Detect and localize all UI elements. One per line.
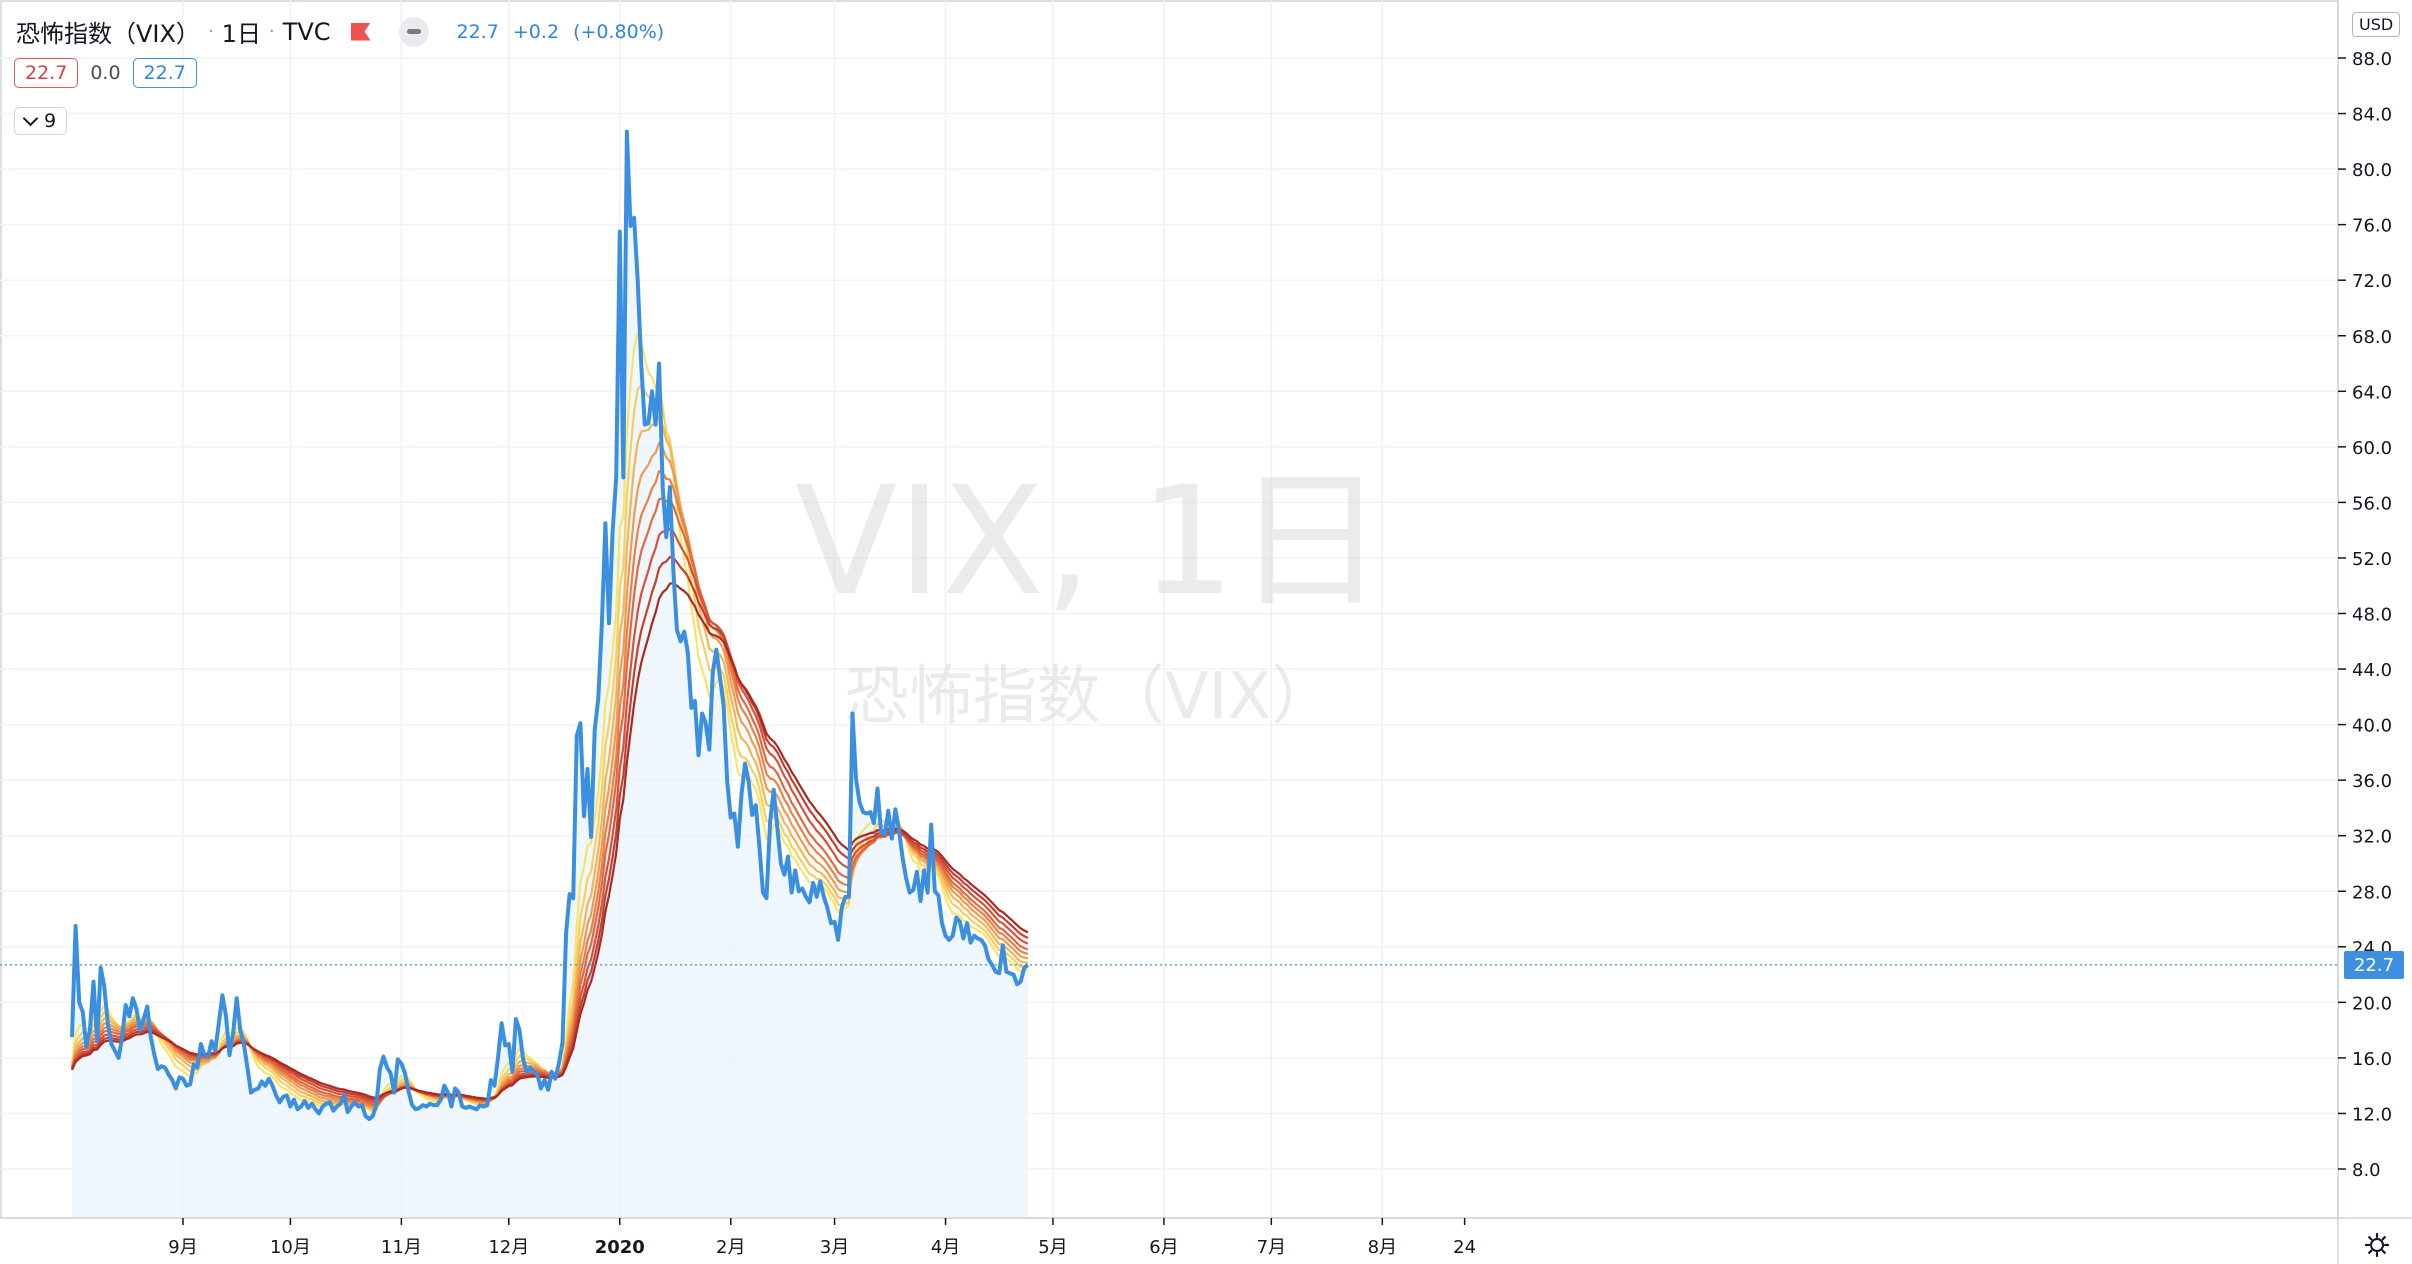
legend-separator: · [268,21,275,42]
indicators-count: 9 [44,110,57,132]
x-tick-label: 3月 [820,1237,849,1258]
y-tick-label: 64.0 [2352,382,2392,403]
x-tick-label: 2月 [716,1237,745,1258]
symbol-title[interactable]: 恐怖指数（VIX） [16,20,200,48]
vix-price-line[interactable] [70,129,1030,1121]
y-tick-label: 72.0 [2352,271,2392,292]
legend-separator: · [207,21,214,42]
gear-icon[interactable] [2364,1232,2390,1258]
y-tick-label: 44.0 [2352,660,2392,681]
last-price-tag: 22.7 [2344,951,2404,979]
flag-icon[interactable] [351,23,371,41]
x-tick-label: 7月 [1257,1237,1286,1258]
watermark-description: 恐怖指数（VIX） [845,660,1336,734]
y-tick-label: 32.0 [2352,827,2392,848]
indicator-value-red: 22.7 [14,58,79,88]
price-change: +0.2 [512,20,560,43]
indicator-values: 22.7 0.0 22.7 [14,58,209,88]
x-tick-label: 2020 [595,1237,645,1258]
x-tick-label: 10月 [270,1237,311,1258]
y-tick-label: 76.0 [2352,216,2392,237]
x-tick-label: 9月 [168,1237,197,1258]
symbol-legend: 恐怖指数（VIX） · 1日 · TVC 22.7 +0.2 (+0.80%) [16,14,672,49]
x-tick-label: 11月 [381,1237,422,1258]
indicators-toggle-button[interactable]: 9 [14,107,68,135]
y-tick-label: 16.0 [2352,1049,2392,1070]
y-tick-label: 88.0 [2352,49,2392,70]
x-tick-label: 4月 [931,1237,960,1258]
y-tick-label: 36.0 [2352,771,2392,792]
x-tick-label: 6月 [1149,1237,1178,1258]
y-tick-label: 80.0 [2352,160,2392,181]
x-tick-label: 24 [1453,1237,1476,1258]
y-tick-label: 68.0 [2352,327,2392,348]
x-tick-label: 5月 [1038,1237,1067,1258]
currency-button[interactable]: USD [2352,12,2401,37]
price-change-percent: (+0.80%) [573,20,665,43]
x-tick-label: 8月 [1368,1237,1397,1258]
minus-icon [406,29,421,34]
y-tick-label: 12.0 [2352,1104,2392,1125]
y-tick-label: 28.0 [2352,882,2392,903]
y-tick-label: 52.0 [2352,549,2392,570]
y-tick-label: 84.0 [2352,105,2392,126]
y-tick-label: 20.0 [2352,993,2392,1014]
y-tick-label: 8.0 [2352,1160,2381,1181]
last-price: 22.7 [456,20,499,43]
quote-values: 22.7 +0.2 (+0.80%) [457,21,673,43]
indicator-value-blue: 22.7 [132,58,197,88]
price-area [72,131,1028,1219]
interval-label[interactable]: 1日 [221,20,261,48]
watermark-symbol: VIX, 1日 [795,455,1385,629]
plot-area[interactable] [0,0,2339,1219]
hide-series-button[interactable] [398,16,429,47]
x-tick-label: 12月 [488,1237,529,1258]
y-tick-label: 60.0 [2352,438,2392,459]
y-tick-label: 40.0 [2352,716,2392,737]
y-tick-label: 56.0 [2352,493,2392,514]
y-tick-label: 48.0 [2352,605,2392,626]
chevron-down-icon [22,110,39,126]
exchange-label: TVC [282,17,331,46]
indicator-value-mid: 0.0 [90,62,121,84]
